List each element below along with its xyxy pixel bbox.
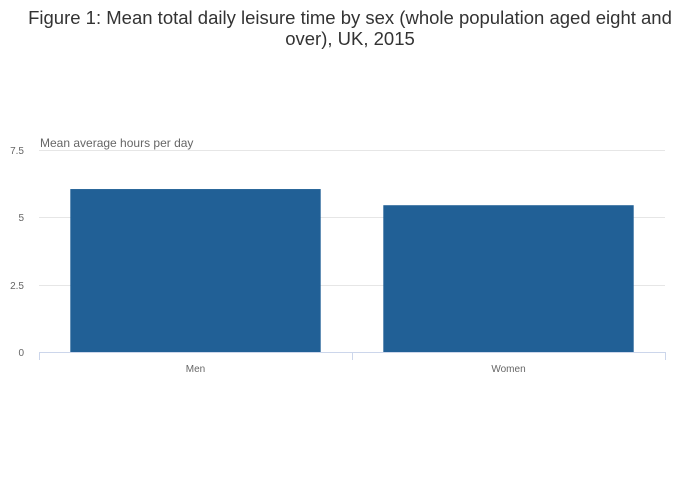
y-axis-label: Mean average hours per day (40, 136, 193, 150)
y-tick-label: 0 (18, 348, 24, 359)
y-tick-label: 7.5 (10, 146, 24, 157)
x-tick-label: Men (186, 364, 205, 375)
bars (70, 189, 634, 352)
x-axis-ticks: Men Women (186, 364, 526, 375)
y-tick-label: 2.5 (10, 281, 24, 292)
x-axis (39, 352, 666, 360)
x-tick-label: Women (491, 364, 525, 375)
y-tick-label: 5 (18, 213, 24, 224)
chart-title: Figure 1: Mean total daily leisure time … (28, 7, 672, 49)
y-axis-ticks: 0 2.5 5 7.5 (10, 146, 24, 359)
bar (383, 205, 634, 352)
bar (70, 189, 321, 352)
